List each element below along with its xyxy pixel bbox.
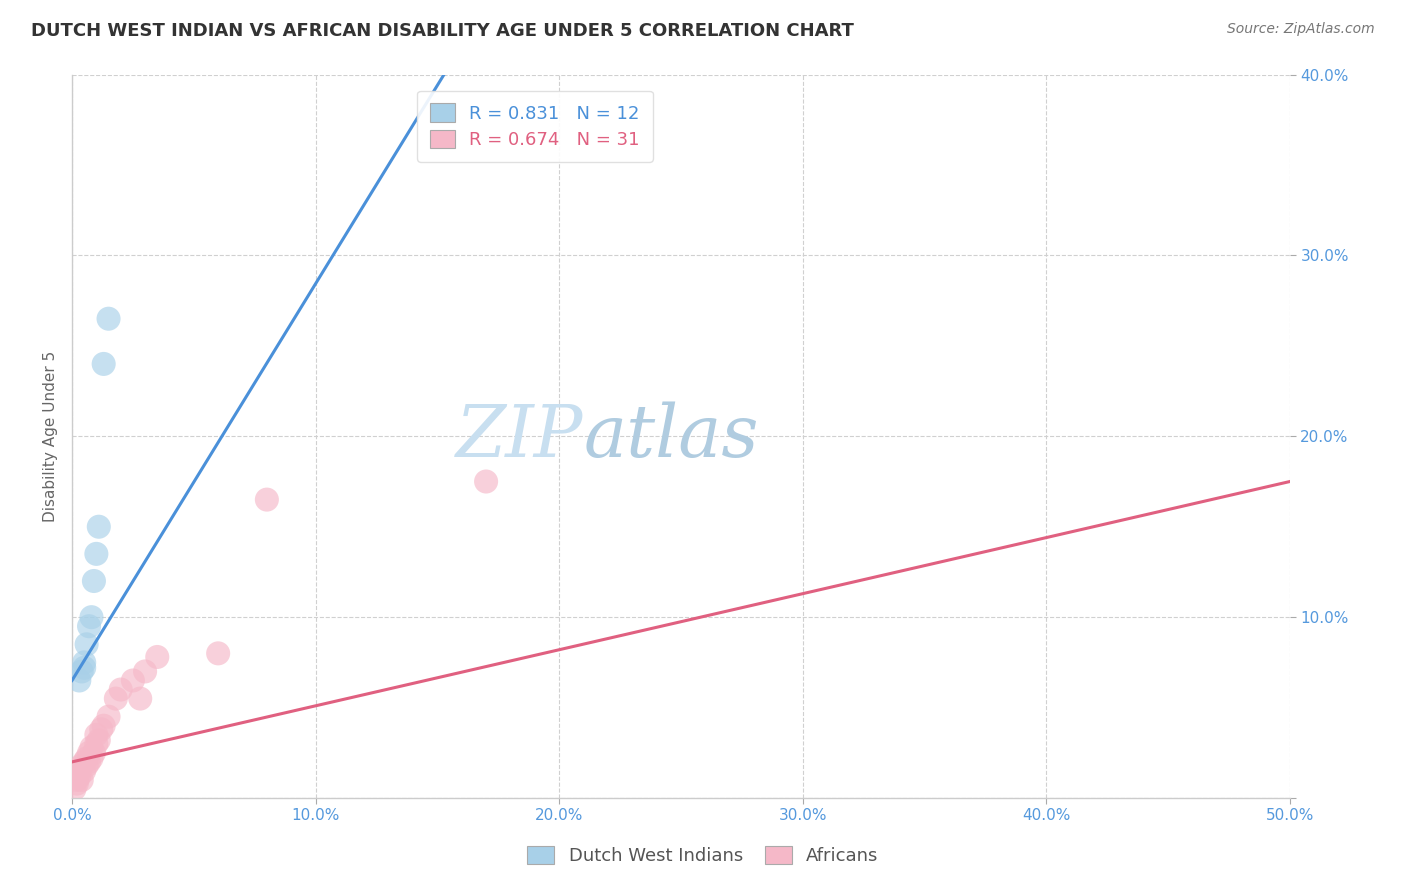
Point xyxy=(90,723,112,737)
Point xyxy=(73,755,96,769)
Point xyxy=(86,737,108,751)
Point xyxy=(77,746,100,760)
Point xyxy=(67,673,90,688)
Point xyxy=(70,758,93,772)
Point xyxy=(66,776,89,790)
Text: DUTCH WEST INDIAN VS AFRICAN DISABILITY AGE UNDER 5 CORRELATION CHART: DUTCH WEST INDIAN VS AFRICAN DISABILITY … xyxy=(31,22,853,40)
Point xyxy=(87,520,110,534)
Point xyxy=(146,650,169,665)
Point xyxy=(76,758,98,772)
Point xyxy=(63,782,86,797)
Point xyxy=(83,574,105,588)
Point xyxy=(70,772,93,787)
Point xyxy=(93,719,115,733)
Point xyxy=(73,764,96,778)
Point xyxy=(97,311,120,326)
Point xyxy=(475,475,498,489)
Point xyxy=(67,764,90,778)
Text: atlas: atlas xyxy=(583,401,759,472)
Point xyxy=(76,751,98,765)
Point xyxy=(110,682,132,697)
Point xyxy=(80,740,103,755)
Point xyxy=(87,733,110,747)
Point xyxy=(86,547,108,561)
Text: ZIP: ZIP xyxy=(456,401,583,472)
Point xyxy=(66,772,89,787)
Y-axis label: Disability Age Under 5: Disability Age Under 5 xyxy=(44,351,58,522)
Point xyxy=(97,709,120,723)
Point xyxy=(83,746,105,760)
Point xyxy=(80,610,103,624)
Point xyxy=(134,665,156,679)
Point xyxy=(256,492,278,507)
Point xyxy=(93,357,115,371)
Point xyxy=(104,691,127,706)
Point xyxy=(129,691,152,706)
Point xyxy=(70,665,93,679)
Text: Source: ZipAtlas.com: Source: ZipAtlas.com xyxy=(1227,22,1375,37)
Point xyxy=(77,619,100,633)
Point xyxy=(73,656,96,670)
Legend: R = 0.831   N = 12, R = 0.674   N = 31: R = 0.831 N = 12, R = 0.674 N = 31 xyxy=(418,91,652,162)
Point xyxy=(86,728,108,742)
Point xyxy=(77,755,100,769)
Point xyxy=(80,751,103,765)
Legend: Dutch West Indians, Africans: Dutch West Indians, Africans xyxy=(519,837,887,874)
Point xyxy=(76,637,98,651)
Point xyxy=(67,769,90,783)
Point xyxy=(207,646,229,660)
Point xyxy=(73,661,96,675)
Point xyxy=(122,673,145,688)
